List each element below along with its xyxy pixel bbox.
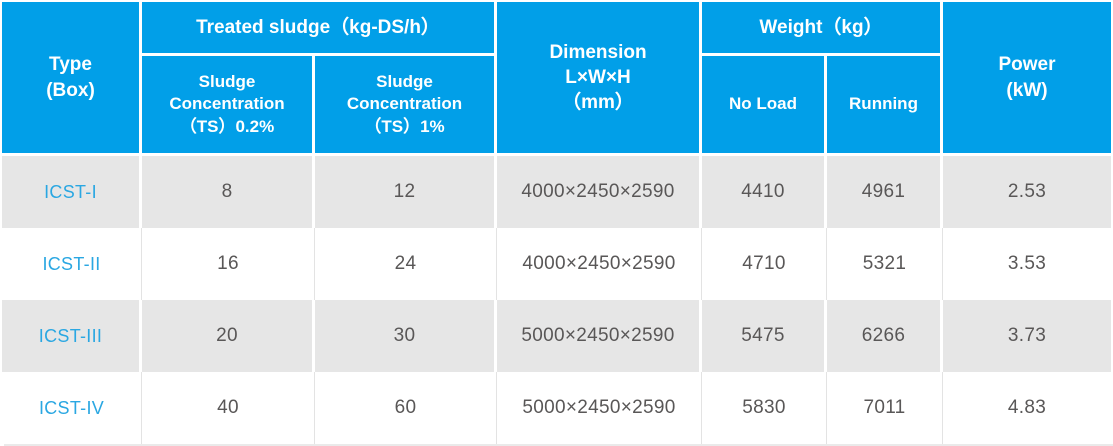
cell-dimension: 5000×2450×2590 [497,372,702,444]
table-row-icst-2: ICST-II 16 24 4000×2450×2590 4710 5321 3… [2,228,1111,300]
table-row-icst-3: ICST-III 20 30 5000×2450×2590 5475 6266 … [2,300,1111,372]
cell-power: 3.53 [943,228,1111,300]
col-header-no-load: No Load [702,56,827,156]
cell-ts02: 20 [142,300,315,372]
col-header-sludge-concentration-1: Sludge Concentration （TS）1% [315,56,497,156]
cell-running: 7011 [827,372,943,444]
col-header-sludge-concentration-02: Sludge Concentration （TS）0.2% [142,56,315,156]
cell-power: 4.83 [943,372,1111,444]
col-header-type: Type (Box) [2,2,142,156]
cell-ts1: 24 [315,228,497,300]
cell-ts02: 16 [142,228,315,300]
col-header-treated-sludge: Treated sludge（kg-DS/h） [142,2,497,56]
cell-no-load: 5830 [702,372,827,444]
col-header-weight: Weight（kg） [702,2,943,56]
cell-type: ICST-IV [2,372,142,444]
cell-running: 5321 [827,228,943,300]
cell-ts1: 30 [315,300,497,372]
cell-dimension: 4000×2450×2590 [497,156,702,228]
cell-running: 6266 [827,300,943,372]
cell-no-load: 4410 [702,156,827,228]
cell-ts02: 8 [142,156,315,228]
cell-type: ICST-II [2,228,142,300]
header-row-sub: Sludge Concentration （TS）0.2% Sludge Con… [2,56,1111,156]
cell-ts1: 12 [315,156,497,228]
cell-type: ICST-III [2,300,142,372]
cell-power: 2.53 [943,156,1111,228]
col-header-dimension: Dimension L×W×H （mm） [497,2,702,156]
col-header-power: Power (kW) [943,2,1111,156]
cell-power: 3.73 [943,300,1111,372]
header-row-top: Type (Box) Treated sludge（kg-DS/h） Dimen… [2,2,1111,156]
cell-ts1: 60 [315,372,497,444]
cell-ts02: 40 [142,372,315,444]
cell-type: ICST-I [2,156,142,228]
cell-dimension: 5000×2450×2590 [497,300,702,372]
cell-dimension: 4000×2450×2590 [497,228,702,300]
cell-no-load: 4710 [702,228,827,300]
cell-no-load: 5475 [702,300,827,372]
cell-running: 4961 [827,156,943,228]
table-row-icst-1: ICST-I 8 12 4000×2450×2590 4410 4961 2.5… [2,156,1111,228]
table-row-icst-4: ICST-IV 40 60 5000×2450×2590 5830 7011 4… [2,372,1111,444]
col-header-running: Running [827,56,943,156]
table-bottom-edge [4,444,1113,446]
